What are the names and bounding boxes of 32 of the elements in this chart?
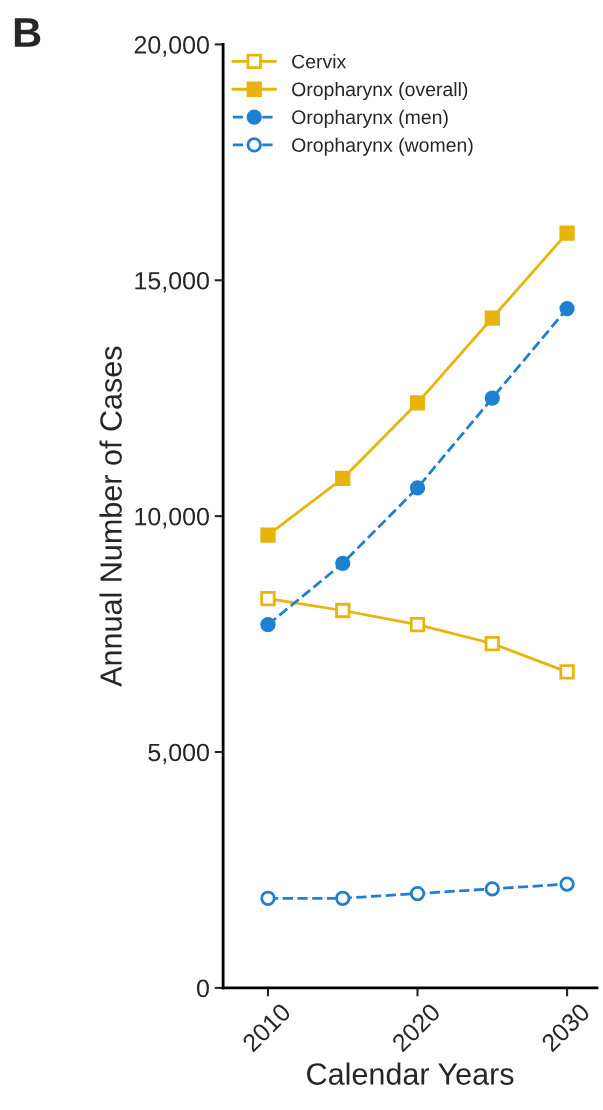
point [409, 617, 426, 633]
point [409, 480, 426, 496]
y-tick-label: 10,000 [135, 507, 209, 529]
legend-label: Oropharynx (overall) [292, 81, 468, 101]
point [335, 555, 351, 571]
y-axis-title: Annual Number of Cases [99, 346, 122, 687]
legend-label: Cervix [292, 54, 347, 69]
point [335, 602, 351, 619]
point [484, 390, 500, 406]
point [409, 885, 426, 902]
point [484, 881, 500, 897]
point [260, 617, 276, 633]
y-tick-label: 5,000 [148, 743, 209, 765]
point [260, 527, 276, 543]
y-tick-label: 15,000 [135, 271, 209, 293]
legend-label: Oropharynx (men) [292, 109, 448, 128]
y-tick-label: 0 [196, 979, 209, 998]
chart-title: B [14, 18, 41, 47]
point [559, 876, 575, 892]
point [335, 470, 351, 487]
point [559, 664, 575, 680]
point [260, 591, 276, 607]
x-axis-title: Calendar Years [307, 1062, 514, 1085]
legend-label: Oropharynx (women) [292, 137, 473, 156]
point [335, 890, 351, 906]
point [484, 310, 500, 326]
point [559, 225, 575, 241]
point [260, 890, 276, 906]
point [484, 635, 500, 652]
point [409, 395, 426, 411]
point [559, 300, 575, 317]
y-tick-label: 20,000 [134, 36, 209, 57]
